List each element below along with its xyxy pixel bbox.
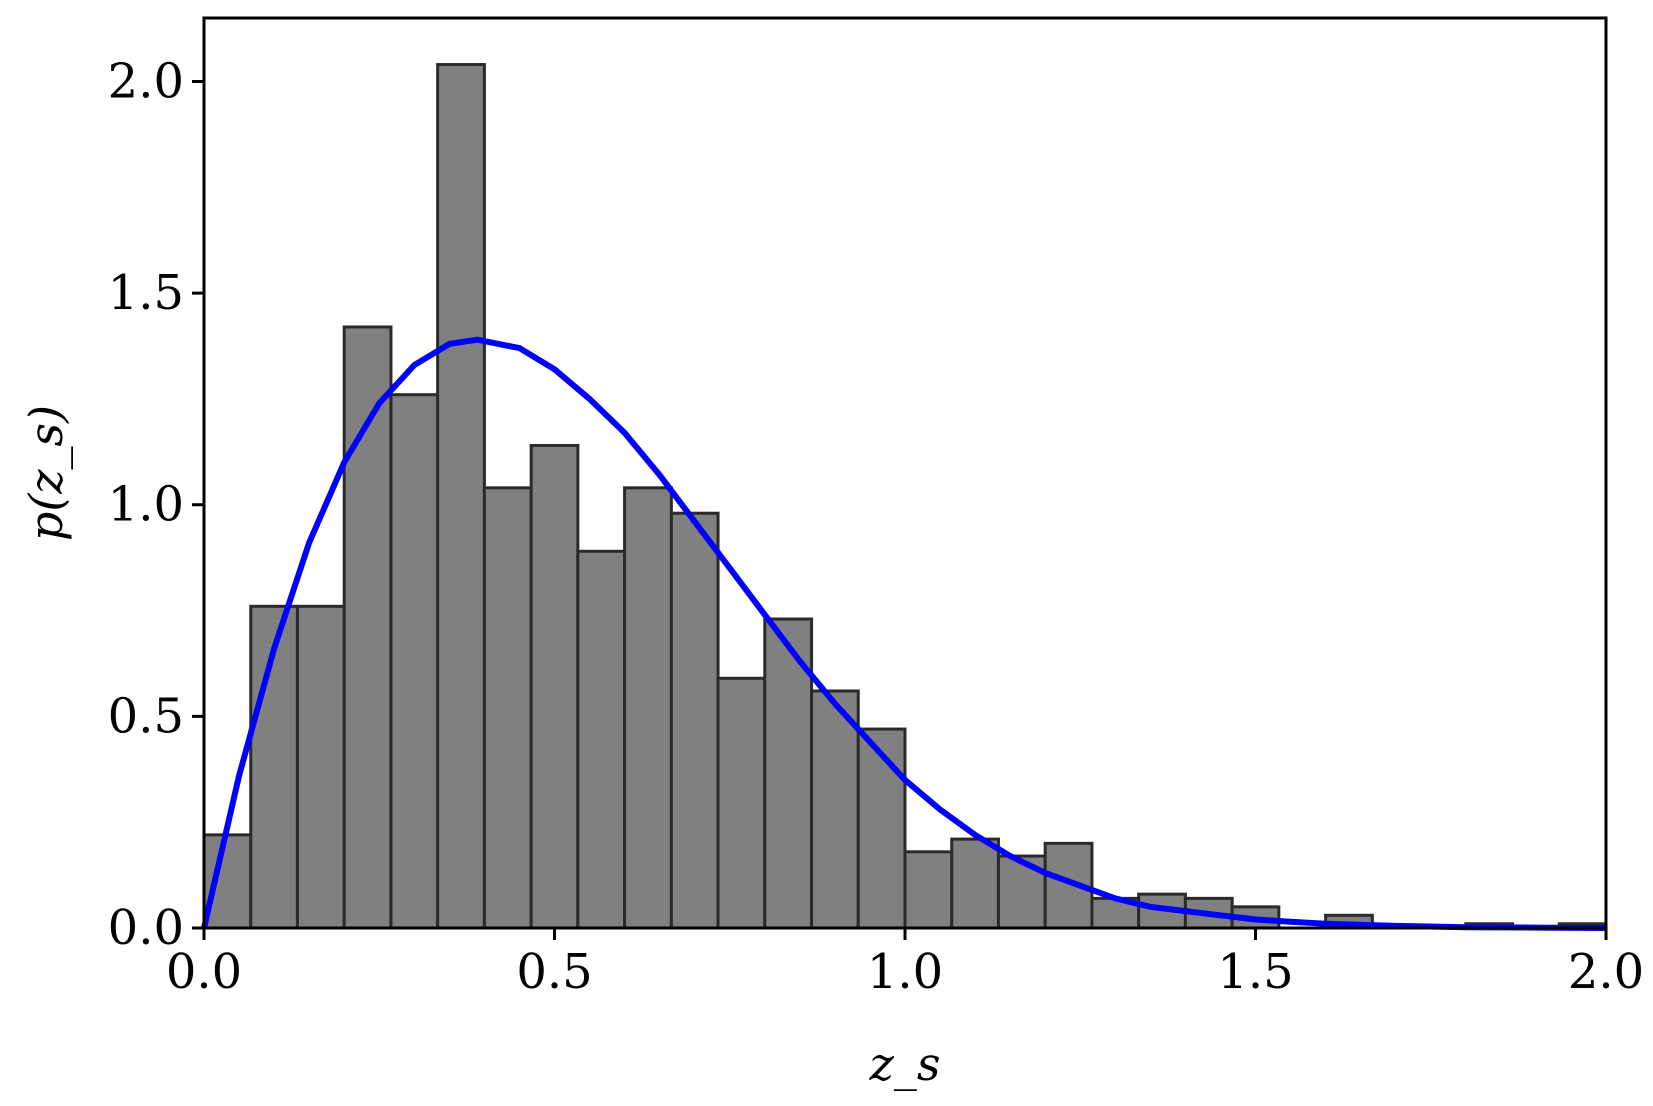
histogram-bar [482,486,533,930]
fitted-curve [201,336,1607,931]
x-tick-label: 2.0 [1568,944,1644,1000]
histogram-bar [810,689,860,930]
x-tick-label: 0.5 [516,944,592,1000]
y-tick-label: 0.5 [108,688,184,744]
y-tick-label: 2.0 [108,53,184,109]
histogram-bar [576,549,627,930]
histogram-bar [903,850,954,930]
y-tick-label: 1.0 [108,477,184,533]
histogram-bar [950,837,1000,930]
histogram-bar [202,833,253,930]
histogram-bar [295,604,346,930]
x-axis-ticks: 0.0 0.5 1.0 1.5 2.0 [166,928,1644,1000]
histogram-bar [623,486,673,930]
histogram-bar [856,727,907,930]
x-tick-label: 0.0 [166,944,242,1000]
y-tick-label: 1.5 [108,265,184,321]
x-axis-label: z_s [869,1037,941,1091]
histogram-bar [389,393,440,930]
histogram-bar [529,443,580,930]
x-tick-label: 1.0 [867,944,943,1000]
histogram-bar [716,676,767,930]
histogram-bars [202,63,1608,930]
histogram-bar [669,511,720,930]
y-tick-label: 0.0 [108,900,184,956]
y-axis-ticks: 0.0 0.5 1.0 1.5 2.0 [108,53,204,956]
x-tick-label: 1.5 [1217,944,1293,1000]
y-axis-label: p(z_s) [19,405,73,541]
histogram-bar [436,63,486,930]
